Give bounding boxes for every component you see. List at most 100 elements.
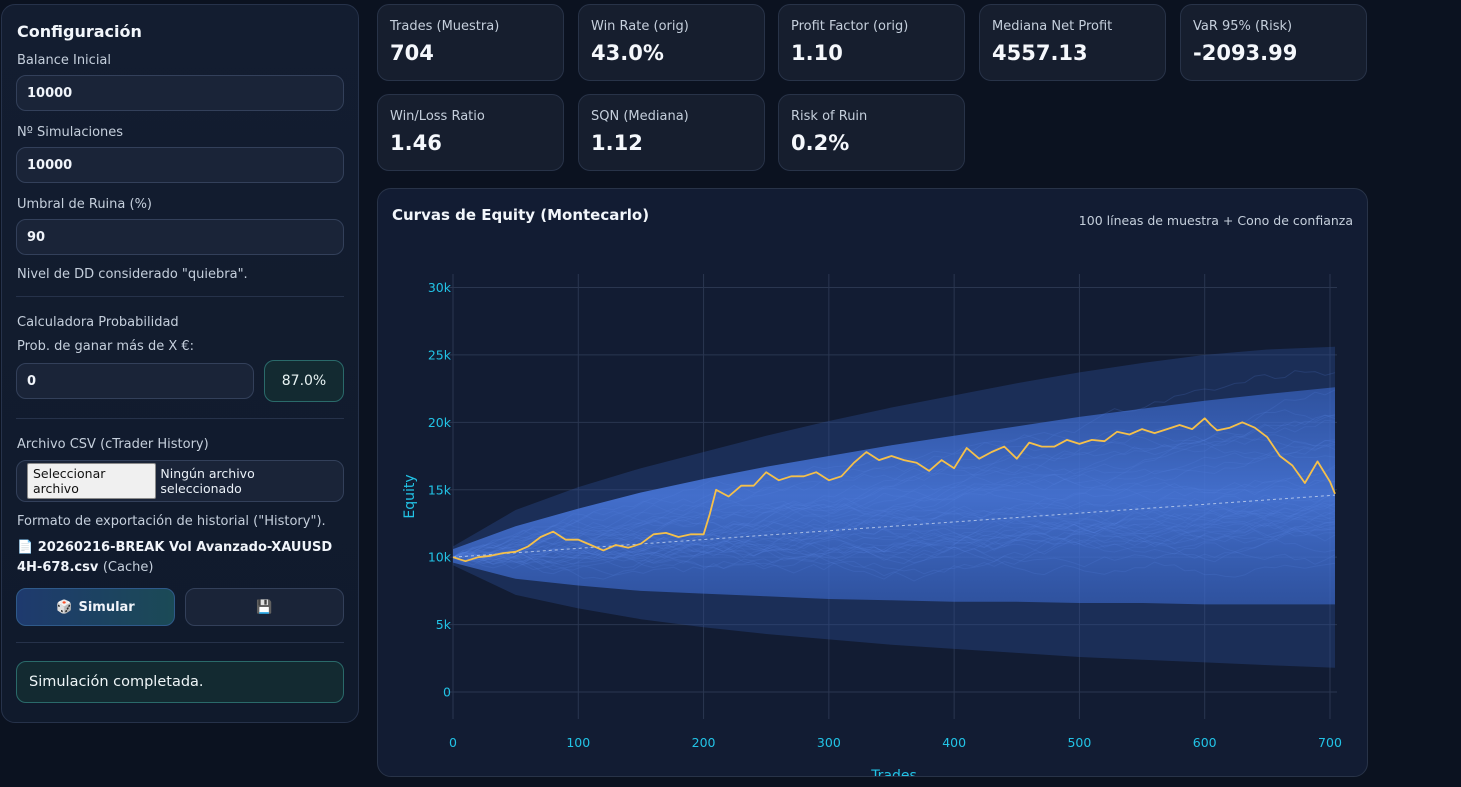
sample-path [452, 439, 1336, 565]
simulate-label: Simular [78, 599, 135, 615]
target-amount-input[interactable]: 0 [16, 363, 254, 399]
sample-path [452, 409, 1336, 558]
sample-path [452, 523, 1336, 565]
calculator-title: Calculadora Probabilidad [17, 315, 179, 330]
equity-chart[interactable]: 0 100 200 300 400 500 600 700 0 5k 10k 15k 20k 25k 30k… [378, 189, 1367, 776]
balance-label: Balance Inicial [17, 53, 112, 68]
csv-file-label: Archivo CSV (cTrader History) [17, 437, 209, 452]
sample-path [452, 500, 1336, 562]
sample-path [452, 506, 1336, 576]
x-tick-label: 0 [449, 735, 457, 750]
metric-value: 1.10 [791, 41, 843, 65]
metric-value: 4557.13 [992, 41, 1088, 65]
calculator-label: Prob. de ganar más de X €: [17, 339, 195, 354]
sample-path [452, 515, 1336, 560]
y-tick-label: 10k [428, 550, 452, 565]
sample-path [452, 489, 1336, 563]
save-button[interactable]: 💾 [185, 588, 344, 626]
x-tick-label: 300 [817, 735, 841, 750]
cache-tag: (Cache) [102, 560, 154, 575]
metric-label: Win Rate (orig) [591, 19, 689, 34]
sample-path [452, 527, 1336, 575]
sample-path [452, 452, 1336, 560]
metric-value: 43.0% [591, 41, 664, 65]
divider [16, 418, 344, 419]
sample-path [452, 419, 1336, 559]
sample-path [452, 434, 1336, 569]
ruin-threshold-input[interactable]: 90 [16, 219, 344, 255]
chart-subtitle: 100 líneas de muestra + Cono de confianz… [1078, 213, 1353, 228]
metric-card-profit-factor: Profit Factor (orig) 1.10 [778, 4, 965, 81]
sample-path [452, 505, 1336, 562]
sample-path [452, 484, 1336, 561]
y-tick-label: 0 [443, 685, 451, 700]
simulations-input[interactable]: 10000 [16, 147, 344, 183]
sidebar-title: Configuración [17, 22, 142, 41]
floppy-disk-icon: 💾 [256, 599, 273, 615]
sample-path [452, 504, 1336, 559]
metric-value: 0.2% [791, 131, 850, 155]
sample-path [452, 521, 1336, 560]
metric-label: Win/Loss Ratio [390, 109, 485, 124]
sample-path [452, 465, 1336, 562]
x-tick-label: 700 [1318, 735, 1342, 750]
sample-path [452, 370, 1336, 558]
divider [16, 642, 344, 643]
sample-path [452, 479, 1336, 570]
sample-path [452, 443, 1336, 558]
metric-label: Risk of Ruin [791, 109, 868, 124]
equity-curve [452, 417, 1336, 563]
simulate-button[interactable]: 🎲 Simular [16, 588, 175, 626]
y-tick-label: 25k [428, 347, 452, 362]
metric-label: VaR 95% (Risk) [1193, 19, 1293, 34]
y-tick-label: 5k [436, 617, 452, 632]
x-tick-label: 400 [942, 735, 966, 750]
balance-input[interactable]: 10000 [16, 75, 344, 111]
y-tick-label: 30k [428, 280, 452, 295]
metric-card-risk-of-ruin: Risk of Ruin 0.2% [778, 94, 965, 171]
sample-path [452, 523, 1336, 565]
metric-card-median-net-profit: Mediana Net Profit 4557.13 [979, 4, 1166, 81]
metric-label: Trades (Muestra) [390, 19, 500, 34]
status-message: Simulación completada. [16, 661, 344, 703]
sample-path [452, 491, 1336, 580]
metric-card-win-rate: Win Rate (orig) 43.0% [578, 4, 765, 81]
choose-file-button[interactable]: Seleccionar archivo [27, 463, 157, 499]
sample-path [452, 439, 1336, 558]
metric-label: SQN (Mediana) [591, 109, 689, 124]
y-tick-label: 20k [428, 415, 452, 430]
sample-path [452, 474, 1336, 558]
file-name: 20260216-BREAK Vol Avanzado-XAUUSD 4H-67… [17, 540, 333, 575]
sample-path [452, 516, 1336, 559]
x-tick-label: 100 [566, 735, 590, 750]
sample-path [452, 539, 1336, 582]
sample-path [452, 466, 1336, 563]
format-hint: Formato de exportación de historial ("Hi… [17, 514, 326, 529]
x-tick-label: 200 [692, 735, 716, 750]
metric-card-trades: Trades (Muestra) 704 [377, 4, 564, 81]
sample-path [452, 521, 1336, 559]
sample-path [452, 429, 1336, 558]
sample-path [452, 516, 1336, 561]
probability-result: 87.0% [264, 360, 344, 402]
sample-path [452, 493, 1336, 569]
file-status: Ningún archivo seleccionado [160, 466, 255, 496]
metric-card-win-loss-ratio: Win/Loss Ratio 1.46 [377, 94, 564, 171]
metric-label: Mediana Net Profit [992, 19, 1113, 34]
metric-card-sqn: SQN (Mediana) 1.12 [578, 94, 765, 171]
sample-path [452, 504, 1336, 558]
sample-path [452, 414, 1336, 558]
dice-icon: 🎲 [56, 599, 73, 615]
sample-path [452, 389, 1336, 561]
confidence-cone [453, 387, 1335, 605]
file-icon: 📄 [17, 540, 34, 555]
sample-path [452, 502, 1336, 558]
x-tick-label: 500 [1067, 735, 1091, 750]
equity-chart-panel: Curvas de Equity (Montecarlo) 100 líneas… [377, 188, 1368, 777]
metric-label: Profit Factor (orig) [791, 19, 909, 34]
metric-card-var: VaR 95% (Risk) -2093.99 [1180, 4, 1367, 81]
file-input[interactable]: Seleccionar archivo Ningún archivo selec… [16, 460, 344, 502]
divider [16, 296, 344, 297]
sample-path [452, 502, 1336, 558]
simulations-label: Nº Simulaciones [17, 125, 124, 140]
